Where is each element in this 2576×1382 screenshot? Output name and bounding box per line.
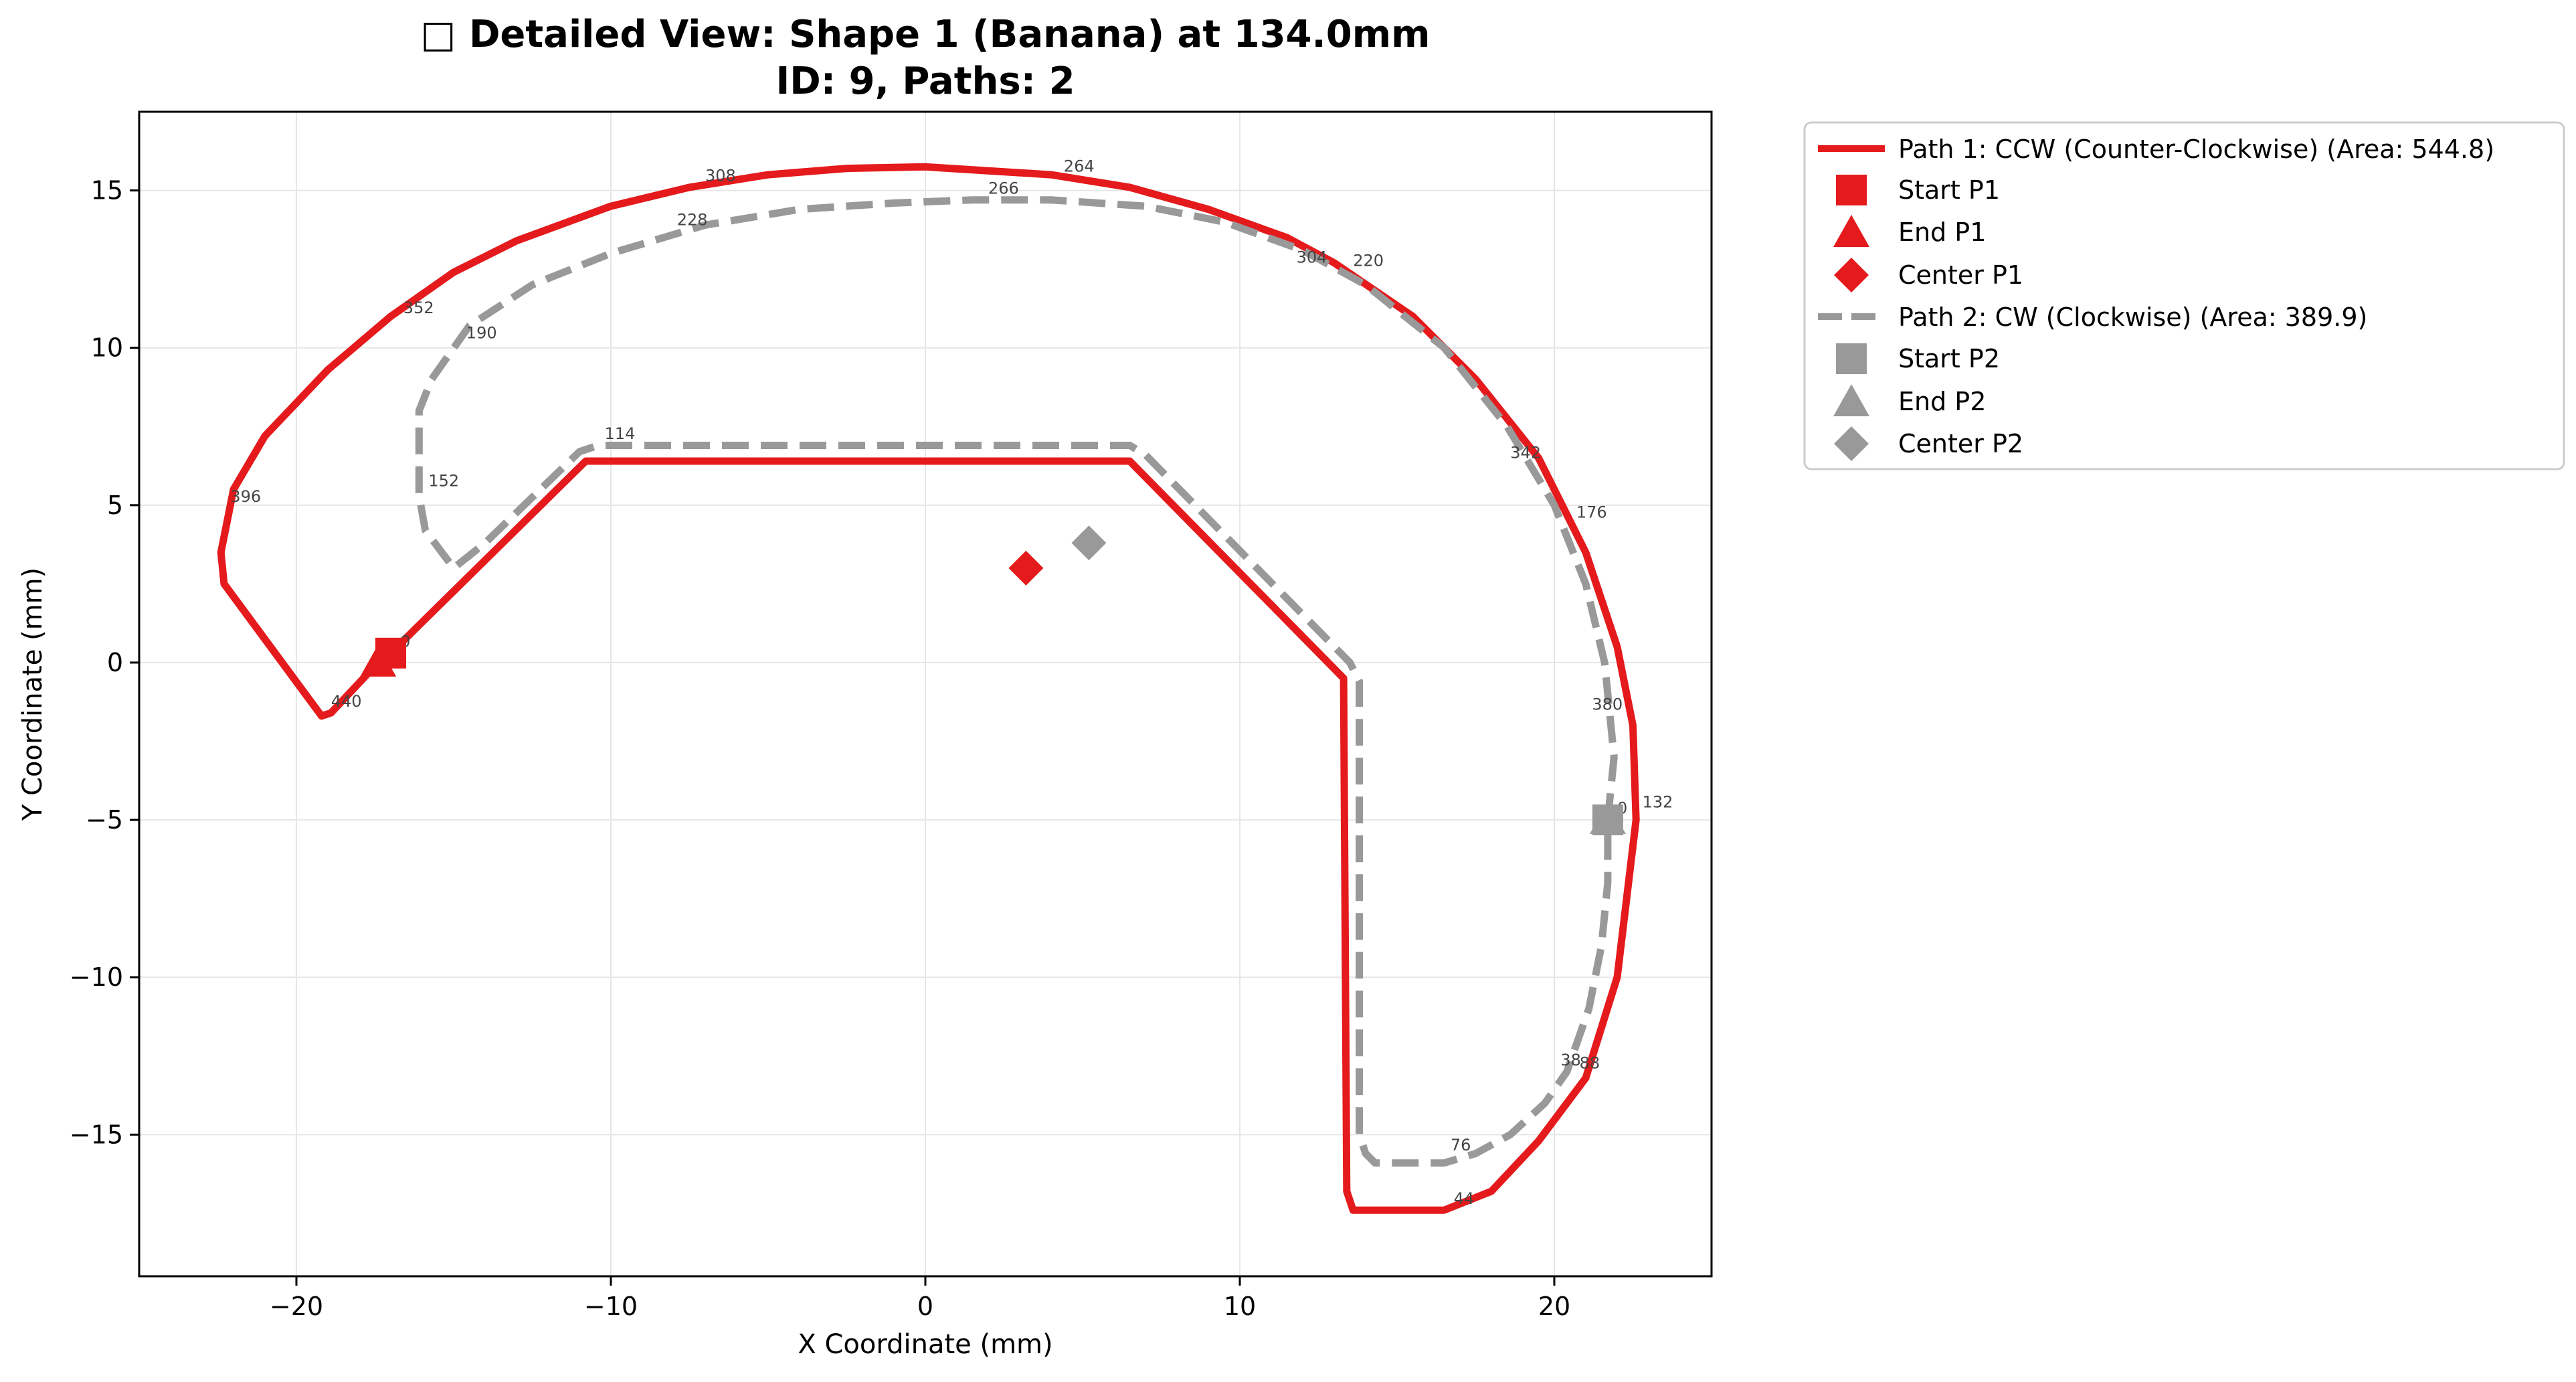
y-axis-label: Y Coordinate (mm) xyxy=(17,568,48,821)
path-1-point-label: 308 xyxy=(705,166,736,185)
axis-ticks: −20 −10 0 10 20 −15 −10 −5 0 5 10 15 xyxy=(70,176,1570,1321)
y-tick-label: 15 xyxy=(91,176,123,205)
legend-diamond-marker-icon xyxy=(1834,258,1869,292)
legend-entry-center-p2: Center P2 xyxy=(1834,426,2023,461)
legend-square-marker-icon xyxy=(1836,175,1867,205)
path-2-point-label: 190 xyxy=(466,324,497,343)
path-2-point-label: 76 xyxy=(1451,1136,1471,1154)
path-1-point-label: 132 xyxy=(1643,792,1673,811)
legend-path-2-label: Path 2: CW (Clockwise) (Area: 389.9) xyxy=(1898,303,2367,332)
path-2-point-label: 38 xyxy=(1560,1051,1581,1069)
x-tick-label: 20 xyxy=(1538,1292,1570,1321)
path-1-center-marker xyxy=(1008,550,1044,586)
path-2-center-marker xyxy=(1071,525,1107,561)
legend-path-1-label: Path 1: CCW (Counter-Clockwise) (Area: 5… xyxy=(1898,135,2494,164)
legend-triangle-marker-icon xyxy=(1833,215,1869,247)
path-2-point-label: 342 xyxy=(1510,443,1541,462)
path-1-point-label: 220 xyxy=(1353,251,1384,270)
legend-frame xyxy=(1803,121,2565,470)
path-2-point-label: 304 xyxy=(1297,248,1327,267)
path-1-point-label: 440 xyxy=(331,692,362,711)
y-tick-label: 5 xyxy=(107,491,123,520)
path-2-point-label: 228 xyxy=(677,210,708,229)
path-2-point-label: 380 xyxy=(1592,695,1623,714)
plot-data: 0448813217622026430835239644003876114152… xyxy=(217,157,1673,1214)
path-1-point-label: 352 xyxy=(403,298,434,317)
legend-center-p1-label: Center P1 xyxy=(1898,260,2023,290)
path-2-end-marker xyxy=(1589,802,1626,835)
legend: Path 1: CCW (Counter-Clockwise) (Area: 5… xyxy=(1803,121,2565,470)
x-tick-label: −10 xyxy=(584,1292,638,1321)
legend-triangle-marker-icon xyxy=(1833,384,1869,416)
legend-start-p1-label: Start P1 xyxy=(1898,175,2000,205)
legend-center-p2-label: Center P2 xyxy=(1898,429,2023,458)
path-2-point-label: 114 xyxy=(605,424,636,443)
y-tick-label: −10 xyxy=(70,962,123,992)
path-2-point-label: 266 xyxy=(988,179,1019,197)
chart-title-line1: □ Detailed View: Shape 1 (Banana) at 134… xyxy=(421,13,1431,56)
legend-entry-start-p2: Start P2 xyxy=(1836,343,2000,374)
legend-entry-center-p1: Center P1 xyxy=(1834,258,2023,292)
legend-square-marker-icon xyxy=(1836,343,1867,374)
path-1-point-label: 176 xyxy=(1576,503,1607,522)
y-tick-label: 0 xyxy=(107,648,123,677)
legend-entry-end-p2: End P2 xyxy=(1833,384,1986,416)
x-tick-label: −20 xyxy=(270,1292,323,1321)
legend-entry-path-1: Path 1: CCW (Counter-Clockwise) (Area: 5… xyxy=(1818,135,2494,164)
legend-end-p1-label: End P1 xyxy=(1898,218,1986,247)
legend-entry-path-2: Path 2: CW (Clockwise) (Area: 389.9) xyxy=(1818,303,2367,332)
y-tick-label: −5 xyxy=(86,805,123,835)
legend-end-p2-label: End P2 xyxy=(1898,387,1986,416)
path-1-end-marker xyxy=(360,644,397,677)
path-1-point-label: 264 xyxy=(1064,157,1095,175)
series-path-2-line xyxy=(415,196,1618,1167)
x-tick-label: 10 xyxy=(1224,1292,1256,1321)
y-tick-label: 10 xyxy=(91,333,123,363)
legend-entry-end-p1: End P1 xyxy=(1833,215,1986,247)
path-1-point-label: 88 xyxy=(1580,1054,1600,1073)
series-path-1-line xyxy=(217,163,1640,1214)
path-2-point-label: 152 xyxy=(428,472,459,491)
x-axis-label: X Coordinate (mm) xyxy=(798,1329,1052,1360)
path-1-point-label: 44 xyxy=(1454,1189,1475,1208)
path-1-point-label: 396 xyxy=(230,487,261,506)
legend-start-p2-label: Start P2 xyxy=(1898,344,2000,373)
legend-entry-start-p1: Start P1 xyxy=(1836,175,2000,205)
chart-title-line2: ID: 9, Paths: 2 xyxy=(775,60,1075,103)
legend-diamond-marker-icon xyxy=(1834,426,1869,461)
y-tick-label: −15 xyxy=(70,1120,123,1149)
x-tick-label: 0 xyxy=(917,1292,933,1321)
